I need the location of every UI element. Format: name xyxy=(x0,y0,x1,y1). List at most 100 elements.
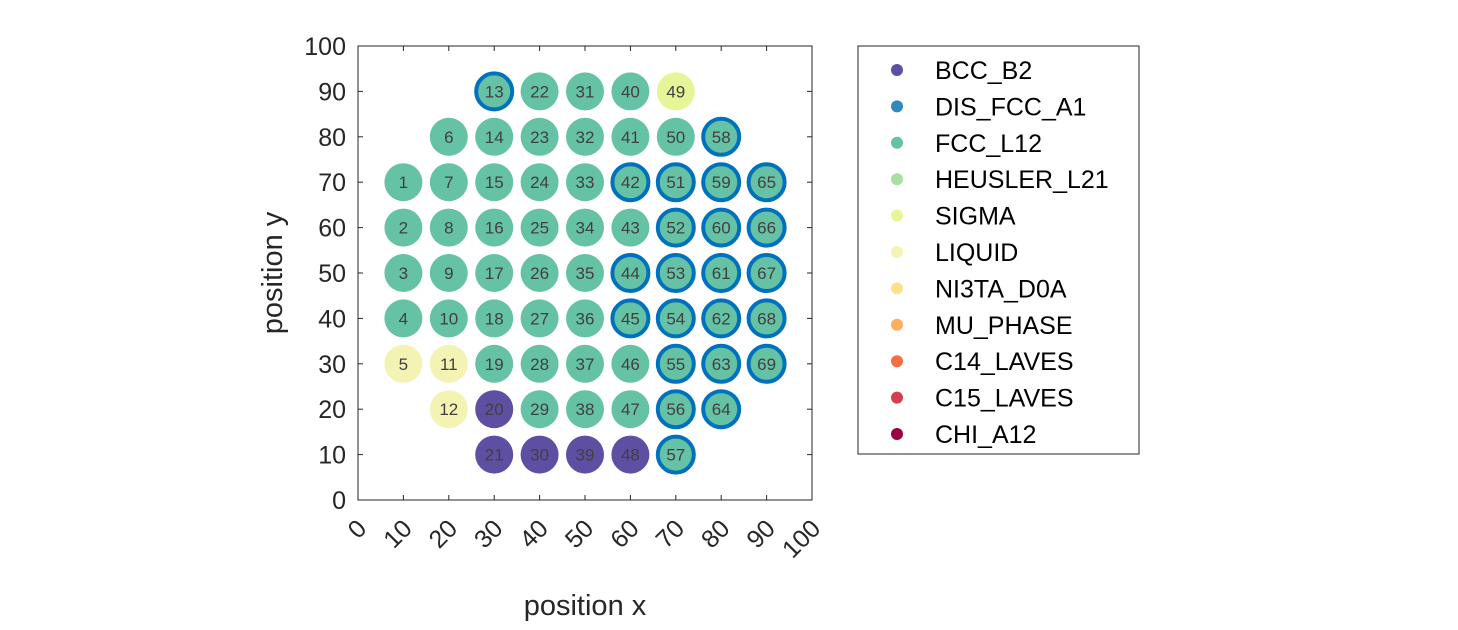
point-label: 46 xyxy=(621,355,640,374)
point-marker xyxy=(475,435,514,474)
data-point: 44 xyxy=(610,253,651,293)
legend-entry: SIGMA xyxy=(935,203,1016,231)
point-marker xyxy=(429,299,468,338)
point-label: 47 xyxy=(621,400,640,419)
data-point: 34 xyxy=(566,208,604,247)
point-marker xyxy=(655,253,696,293)
point-label: 10 xyxy=(439,309,458,328)
data-point: 60 xyxy=(701,207,742,248)
point-marker xyxy=(566,435,604,474)
data-point: 43 xyxy=(611,208,650,247)
point-label: 21 xyxy=(485,446,504,465)
y-tick-label: 60 xyxy=(318,215,346,243)
point-label: 54 xyxy=(666,309,685,328)
data-point: 3 xyxy=(384,254,423,292)
point-label: 31 xyxy=(576,82,595,101)
point-label: 63 xyxy=(712,355,731,374)
point-marker xyxy=(475,390,514,429)
data-point: 11 xyxy=(429,344,468,383)
point-label: 19 xyxy=(485,355,504,374)
legend-marker xyxy=(891,391,903,404)
point-marker xyxy=(520,299,559,338)
legend-marker xyxy=(891,173,903,186)
y-tick-label: 10 xyxy=(318,442,346,470)
data-point: 17 xyxy=(475,254,514,292)
x-axis-label: position x xyxy=(524,590,647,622)
data-point: 58 xyxy=(701,116,742,157)
x-tick-label: 90 xyxy=(741,514,780,553)
legend-marker xyxy=(891,136,903,149)
data-point: 6 xyxy=(429,117,468,156)
point-marker xyxy=(566,254,604,292)
data-point: 65 xyxy=(746,162,787,203)
point-marker xyxy=(746,207,787,248)
data-point: 40 xyxy=(611,72,650,111)
point-label: 55 xyxy=(666,355,685,374)
point-label: 4 xyxy=(399,309,408,328)
data-point: 22 xyxy=(520,72,559,111)
data-point: 1 xyxy=(384,163,423,202)
point-marker xyxy=(655,207,696,248)
point-marker xyxy=(566,163,604,202)
point-label: 67 xyxy=(757,264,776,283)
point-label: 6 xyxy=(444,128,453,147)
data-point: 68 xyxy=(746,298,787,339)
data-point: 8 xyxy=(429,208,468,247)
data-point: 45 xyxy=(610,298,651,339)
point-marker xyxy=(429,390,468,429)
data-point: 57 xyxy=(655,434,696,475)
x-tick-label: 20 xyxy=(424,514,463,553)
point-label: 32 xyxy=(576,128,595,147)
point-label: 5 xyxy=(399,355,408,374)
point-label: 8 xyxy=(444,219,453,238)
point-label: 57 xyxy=(666,446,685,465)
point-marker xyxy=(520,435,559,474)
data-point: 48 xyxy=(611,435,650,474)
data-point: 56 xyxy=(655,389,696,430)
data-point: 15 xyxy=(475,163,514,202)
point-label: 28 xyxy=(530,355,549,374)
x-tick-label: 60 xyxy=(605,514,644,553)
point-label: 33 xyxy=(576,173,595,192)
point-marker xyxy=(429,344,468,383)
point-marker xyxy=(746,253,787,293)
point-label: 50 xyxy=(666,128,685,147)
point-label: 17 xyxy=(485,264,504,283)
legend-entry: BCC_B2 xyxy=(935,57,1032,85)
data-point: 26 xyxy=(520,254,559,292)
point-marker xyxy=(520,117,559,156)
point-marker xyxy=(701,207,742,248)
legend-marker xyxy=(891,246,903,258)
data-point: 63 xyxy=(701,343,742,384)
point-marker xyxy=(655,343,696,384)
point-marker xyxy=(429,208,468,247)
point-marker xyxy=(746,343,787,384)
data-point: 69 xyxy=(746,343,787,384)
legend-marker xyxy=(891,428,903,440)
x-tick-label: 0 xyxy=(343,514,373,544)
point-label: 16 xyxy=(485,219,504,238)
data-point: 67 xyxy=(746,253,787,293)
data-point: 30 xyxy=(520,435,559,474)
point-marker xyxy=(475,117,514,156)
x-tick-label: 10 xyxy=(378,514,417,553)
data-point: 23 xyxy=(520,117,559,156)
point-label: 64 xyxy=(712,400,731,419)
point-marker xyxy=(656,72,695,111)
data-point: 28 xyxy=(520,344,559,383)
point-label: 27 xyxy=(530,309,549,328)
point-marker xyxy=(429,254,468,292)
point-label: 11 xyxy=(440,355,458,374)
data-point: 52 xyxy=(655,207,696,248)
point-label: 40 xyxy=(621,82,640,101)
legend-marker xyxy=(891,209,903,222)
legend-entry: HEUSLER_L21 xyxy=(935,166,1109,194)
data-points: 1234567891011121314151617181920212223242… xyxy=(384,71,787,475)
point-label: 61 xyxy=(712,264,731,283)
legend-entry: LIQUID xyxy=(935,239,1018,267)
y-tick-label: 30 xyxy=(318,351,346,379)
y-tick-label: 40 xyxy=(318,305,346,333)
point-label: 3 xyxy=(399,264,408,283)
